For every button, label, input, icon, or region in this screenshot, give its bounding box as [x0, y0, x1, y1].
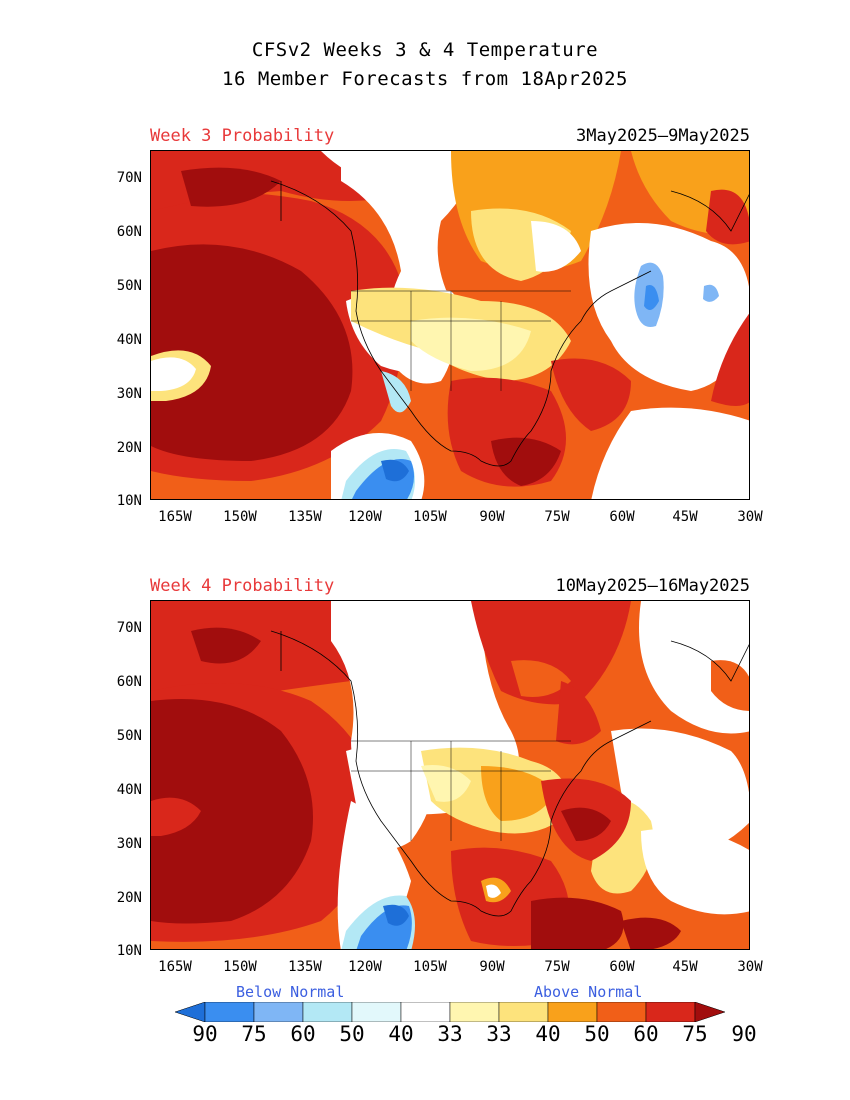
- colorbar-swatch: [351, 1002, 402, 1022]
- lon-label: 30W: [737, 509, 763, 525]
- lon-label: 45W: [672, 509, 698, 525]
- colorbar-tick-label: 40: [388, 1022, 414, 1046]
- lon-label: 30W: [737, 959, 763, 975]
- lat-label: 40N: [116, 782, 142, 798]
- colorbar-tick-label: 60: [290, 1022, 316, 1046]
- colorbar-swatch: [547, 1002, 598, 1022]
- colorbar-tick-label: 90: [731, 1022, 757, 1046]
- lat-label: 10N: [116, 493, 142, 509]
- lon-label: 135W: [288, 509, 322, 525]
- lat-label: 60N: [116, 674, 142, 690]
- colorbar-swatch: [204, 1002, 255, 1022]
- lon-label: 45W: [672, 959, 698, 975]
- colorbar-tick-label: 33: [437, 1022, 463, 1046]
- colorbar-arrow-right: [694, 1002, 725, 1022]
- lon-label: 105W: [413, 509, 447, 525]
- colorbar-swatch: [596, 1002, 647, 1022]
- lon-label: 105W: [413, 959, 447, 975]
- lon-label: 60W: [609, 509, 635, 525]
- colorbar-swatch: [645, 1002, 696, 1022]
- lon-label: 150W: [223, 509, 257, 525]
- lat-label: 70N: [116, 620, 142, 636]
- colorbar-swatch: [302, 1002, 353, 1022]
- lat-label: 60N: [116, 224, 142, 240]
- lon-label: 90W: [479, 959, 505, 975]
- colorbar-tick-label: 50: [584, 1022, 610, 1046]
- week4-map-graphic: [151, 601, 749, 949]
- colorbar-arrow-left: [175, 1002, 206, 1022]
- lon-label: 75W: [544, 959, 570, 975]
- lat-label: 30N: [116, 386, 142, 402]
- colorbar-tick-label: 60: [633, 1022, 659, 1046]
- week3-map-graphic: [151, 151, 749, 499]
- lon-label: 75W: [544, 509, 570, 525]
- above-normal-label: Above Normal: [534, 983, 643, 1001]
- lon-label: 120W: [348, 959, 382, 975]
- week3-map: [150, 150, 750, 500]
- chart-title-line2: 16 Member Forecasts from 18Apr2025: [222, 68, 628, 90]
- lat-label: 30N: [116, 836, 142, 852]
- week3-label: Week 3 Probability: [150, 126, 335, 146]
- colorbar-swatch: [253, 1002, 304, 1022]
- week4-label: Week 4 Probability: [150, 576, 335, 596]
- colorbar-tick-label: 75: [241, 1022, 267, 1046]
- week4-dates: 10May2025–16May2025: [555, 576, 750, 596]
- colorbar-swatch: [400, 1002, 451, 1022]
- colorbar-tick-label: 75: [682, 1022, 708, 1046]
- colorbar-swatch: [498, 1002, 549, 1022]
- lat-label: 10N: [116, 943, 142, 959]
- colorbar-tick-label: 50: [339, 1022, 365, 1046]
- colorbar-tick-label: 90: [192, 1022, 218, 1046]
- lon-label: 60W: [609, 959, 635, 975]
- lon-label: 120W: [348, 509, 382, 525]
- lon-label: 150W: [223, 959, 257, 975]
- lon-label: 135W: [288, 959, 322, 975]
- colorbar-tick-label: 40: [535, 1022, 561, 1046]
- lon-label: 165W: [158, 509, 192, 525]
- colorbar-tick-label: 33: [486, 1022, 512, 1046]
- lat-label: 20N: [116, 890, 142, 906]
- below-normal-label: Below Normal: [236, 983, 345, 1001]
- lon-label: 165W: [158, 959, 192, 975]
- chart-title-line1: CFSv2 Weeks 3 & 4 Temperature: [251, 39, 599, 61]
- week3-dates: 3May2025–9May2025: [576, 126, 750, 146]
- lat-label: 50N: [116, 278, 142, 294]
- colorbar-swatch: [449, 1002, 500, 1022]
- lat-label: 50N: [116, 728, 142, 744]
- week4-map: [150, 600, 750, 950]
- colorbar: [175, 1002, 725, 1022]
- lat-label: 40N: [116, 332, 142, 348]
- lat-label: 20N: [116, 440, 142, 456]
- lon-label: 90W: [479, 509, 505, 525]
- lat-label: 70N: [116, 170, 142, 186]
